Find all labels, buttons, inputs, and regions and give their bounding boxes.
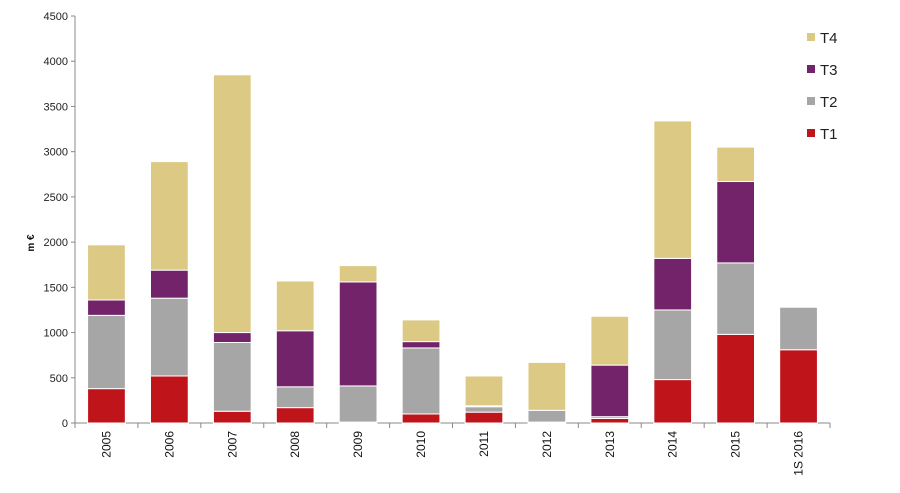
bars <box>87 74 818 424</box>
x-tick-label: 2010 <box>414 431 428 458</box>
bar-segment-t1 <box>401 413 441 424</box>
bar-segment-t1 <box>653 379 693 424</box>
legend-swatch-t3 <box>807 65 815 73</box>
bar-segment-t2 <box>464 406 504 413</box>
legend-swatch-t2 <box>807 97 815 105</box>
x-tick-label: 2014 <box>666 431 680 458</box>
bar-segment-t2 <box>716 262 755 335</box>
x-tick-label: 2006 <box>162 431 176 458</box>
y-tick-label: 1000 <box>44 328 68 340</box>
legend-swatch-t4 <box>807 33 815 41</box>
bar-segment-t2 <box>401 347 441 415</box>
y-tick-label: 1500 <box>44 282 68 294</box>
y-tick-label: 3500 <box>44 101 68 113</box>
y-tick-label: 500 <box>50 373 68 385</box>
x-tick-label: 2011 <box>477 431 491 457</box>
bar-segment-t2 <box>212 342 252 412</box>
x-tick-label: 1S 2016 <box>792 431 806 476</box>
bar-segment-t1 <box>779 349 818 424</box>
bar-segment-t1 <box>150 375 189 424</box>
bar-segment-t1 <box>590 417 630 424</box>
bar-segment-t4 <box>275 280 315 332</box>
y-tick-label: 2500 <box>44 192 68 204</box>
bar-segment-t2 <box>150 297 189 377</box>
x-tick-label: 2013 <box>603 431 617 458</box>
bar-segment-t1 <box>87 388 126 424</box>
legend-label-t1: T1 <box>820 126 838 143</box>
legend-swatch-t1 <box>807 129 815 137</box>
bar-segment-t4 <box>401 319 441 343</box>
y-axis: 0 500 1000 1500 2000 2500 3000 3500 4000 4500 <box>44 11 76 430</box>
y-tick-label: 2000 <box>44 237 68 249</box>
legend-label-t4: T4 <box>820 30 838 47</box>
bar-segment-t1 <box>212 410 252 424</box>
bar-segment-t4 <box>464 375 504 407</box>
legend: T4 T3 T2 T1 <box>807 30 838 143</box>
bar-segment-t2 <box>779 306 818 351</box>
bar-segment-t3 <box>338 281 378 387</box>
bar-segment-t3 <box>150 269 189 299</box>
bar-segment-t3 <box>401 341 441 349</box>
bar-segment-t2 <box>527 409 567 423</box>
bar-segment-t4 <box>590 315 630 366</box>
y-tick-label: 0 <box>62 418 68 430</box>
x-tick-label: 2012 <box>540 431 554 458</box>
bar-segment-t1 <box>275 407 315 424</box>
bar-segment-t4 <box>87 244 126 301</box>
bar-segment-t4 <box>338 265 378 283</box>
y-tick-label: 3000 <box>44 147 68 159</box>
y-tick-label: 4000 <box>44 56 68 68</box>
bar-segment-t4 <box>212 74 252 334</box>
bar-segment-t4 <box>150 161 189 271</box>
legend-label-t2: T2 <box>820 94 838 111</box>
legend-label-t3: T3 <box>820 62 838 79</box>
y-axis-title: m € <box>26 234 37 252</box>
x-tick-label: 2015 <box>729 431 743 458</box>
y-tick-label: 4500 <box>44 11 68 23</box>
bar-segment-t3 <box>87 299 126 316</box>
bar-segment-t1 <box>716 333 755 424</box>
bar-segment-t3 <box>716 181 755 264</box>
bar-segment-t4 <box>653 120 693 259</box>
bar-segment-t4 <box>527 361 567 411</box>
x-axis: 2005 2006 2007 2008 2009 2010 2011 2012 2013 2014… <box>74 422 831 476</box>
bar-segment-t3 <box>590 364 630 418</box>
bar-segment-t3 <box>653 257 693 311</box>
bar-segment-t4 <box>716 146 755 183</box>
bar-segment-t2 <box>338 385 378 423</box>
bar-segment-t2 <box>653 309 693 381</box>
x-tick-label: 2009 <box>351 431 365 458</box>
bar-segment-t2 <box>275 386 315 409</box>
bar-segment-t3 <box>212 332 252 344</box>
bar-segment-t2 <box>87 314 126 390</box>
x-tick-label: 2008 <box>288 431 302 458</box>
bar-segment-t3 <box>275 330 315 388</box>
bar-segment-t1 <box>464 411 504 424</box>
x-tick-label: 2007 <box>225 431 239 458</box>
x-tick-label: 2005 <box>99 431 113 458</box>
